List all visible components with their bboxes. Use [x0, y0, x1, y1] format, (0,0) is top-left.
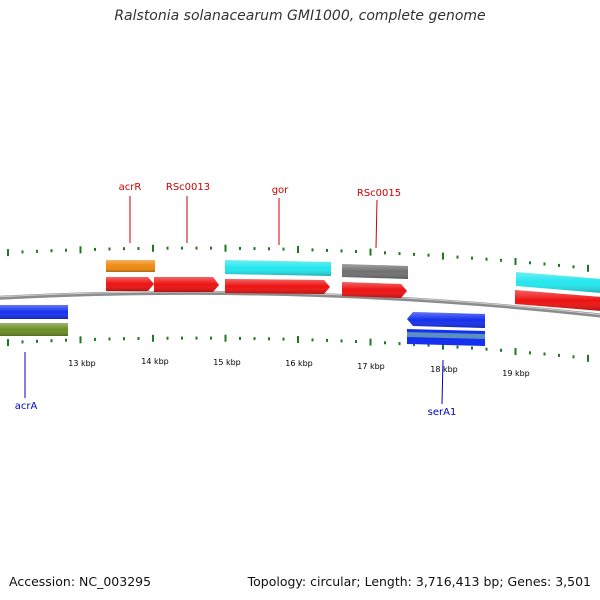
gene-feature-gor[interactable]	[225, 260, 331, 276]
scale-label-18kbp: 18 kbp	[430, 365, 458, 374]
cds-feature-RSc0015[interactable]	[342, 282, 407, 298]
scale-label-13kbp: 13 kbp	[68, 359, 96, 368]
reverse-features	[0, 305, 485, 346]
scale-label-17kbp: 17 kbp	[357, 362, 385, 371]
accession-text: Accession: NC_003295	[9, 574, 152, 589]
genome-backbone	[0, 290, 600, 318]
gene-feature-serA1[interactable]	[407, 329, 485, 346]
gene-feature-RSc0015[interactable]	[342, 264, 408, 279]
forward-features	[106, 260, 600, 311]
gene-label-RSc0013[interactable]: RSc0013	[166, 182, 210, 193]
gene-label-acrA[interactable]: acrA	[15, 401, 38, 412]
label-leader-lines	[24, 196, 444, 405]
scale-ticks-top	[7, 244, 589, 272]
cds-feature-serA1[interactable]	[407, 312, 485, 328]
gene-label-gor[interactable]: gor	[272, 185, 289, 196]
cds-feature-RSc0013[interactable]	[154, 277, 219, 292]
cds-feature-next[interactable]	[515, 290, 600, 311]
cds-feature-acrA[interactable]	[0, 305, 68, 319]
gene-label-serA1[interactable]: serA1	[428, 407, 457, 418]
scale-label-15kbp: 15 kbp	[213, 358, 241, 367]
gene-feature-next[interactable]	[516, 272, 600, 293]
genome-summary-text: Topology: circular; Length: 3,716,413 bp…	[247, 574, 591, 589]
scale-ticks-bottom	[7, 334, 589, 362]
scale-label-19kbp: 19 kbp	[502, 369, 530, 378]
scale-label-16kbp: 16 kbp	[285, 359, 313, 368]
cds-feature-acrR[interactable]	[106, 277, 154, 291]
gene-label-acrR[interactable]: acrR	[119, 182, 142, 193]
gene-feature-acrR[interactable]	[106, 260, 155, 272]
scale-label-14kbp: 14 kbp	[141, 357, 169, 366]
gene-feature-acrA[interactable]	[0, 323, 68, 336]
cds-feature-gor[interactable]	[225, 279, 330, 294]
map-title: Ralstonia solanacearum GMI1000, complete…	[114, 8, 486, 24]
gene-label-RSc0015[interactable]: RSc0015	[357, 188, 401, 199]
